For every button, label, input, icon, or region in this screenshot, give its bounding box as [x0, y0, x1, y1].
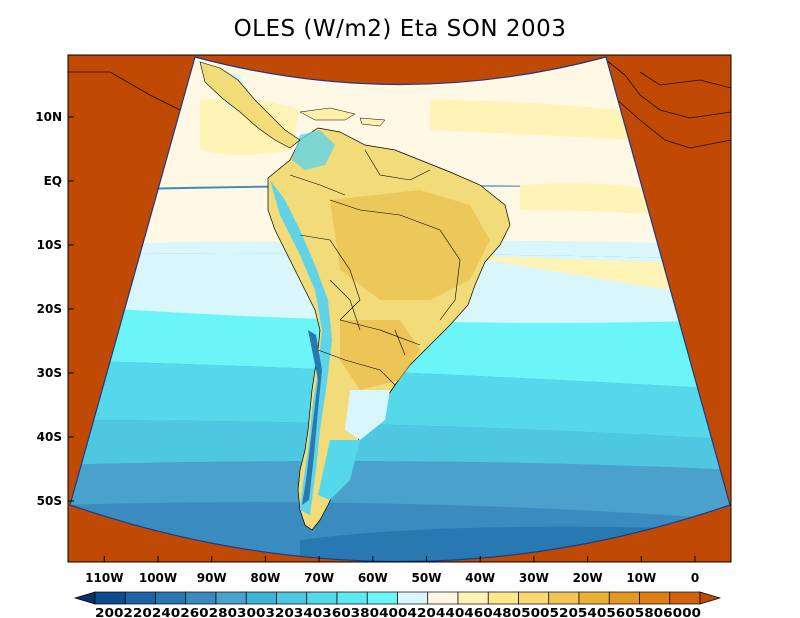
colorbar-box — [336, 591, 368, 605]
lon-tick-label: 40W — [465, 571, 495, 585]
south-america — [220, 70, 511, 531]
colorbar-box — [427, 591, 459, 605]
lat-tick-label: EQ — [44, 174, 62, 188]
lat-tick-label: 20S — [37, 302, 62, 316]
colorbar-box — [578, 591, 610, 605]
colorbar-labels: 2002202402602803003203403603804004204404… — [95, 606, 701, 618]
lat-tick-label: 30S — [37, 366, 62, 380]
lat-tick-label: 10N — [35, 110, 62, 124]
lat-tick-label: 10S — [37, 238, 62, 252]
colorbar-box — [457, 591, 489, 605]
lon-tick-label: 60W — [358, 571, 388, 585]
lon-tick-label: 80W — [250, 571, 280, 585]
lon-tick-label: 50W — [412, 571, 442, 585]
colorbar — [73, 591, 722, 605]
colorbar-box — [608, 591, 640, 605]
colorbar-box — [518, 591, 550, 605]
colorbar-low-arrow — [73, 591, 96, 605]
lon-tick-label: 90W — [197, 571, 227, 585]
lon-tick-label: 110W — [85, 571, 123, 585]
domain-boundary — [69, 56, 731, 563]
lon-tick-label: 10W — [626, 571, 656, 585]
colorbar-box — [548, 591, 580, 605]
colorbar-box — [306, 591, 338, 605]
lat-tick-label: 40S — [37, 430, 62, 444]
colorbar-box — [155, 591, 187, 605]
latitude-axis: 10N EQ 10S 20S 30S 40S 50S — [35, 110, 74, 508]
lon-tick-label: 30W — [519, 571, 549, 585]
colorbar-box — [487, 591, 519, 605]
lon-tick-label: 20W — [573, 571, 603, 585]
colorbar-box — [366, 591, 398, 605]
colorbar-box — [669, 591, 701, 605]
colorbar-box — [94, 591, 126, 605]
longitude-axis: 110W 100W 90W 80W 70W 60W 50W 40W 30W 20W 10W 0 — [85, 556, 699, 585]
map-title: OLES (W/m2) Eta SON 2003 — [233, 16, 567, 42]
colorbar-box — [215, 591, 247, 605]
colorbar-box — [245, 591, 277, 605]
lon-tick-label: 70W — [304, 571, 334, 585]
colorbar-box — [185, 591, 217, 605]
central-america — [199, 61, 386, 149]
lon-tick-label: 0 — [691, 571, 699, 585]
lon-tick-label: 100W — [139, 571, 177, 585]
colorbar-box — [639, 591, 671, 605]
colorbar-box — [124, 591, 156, 605]
colorbar-box — [397, 591, 429, 605]
colorbar-box — [276, 591, 308, 605]
colorbar-high-arrow — [699, 591, 722, 605]
lat-tick-label: 50S — [37, 494, 62, 508]
